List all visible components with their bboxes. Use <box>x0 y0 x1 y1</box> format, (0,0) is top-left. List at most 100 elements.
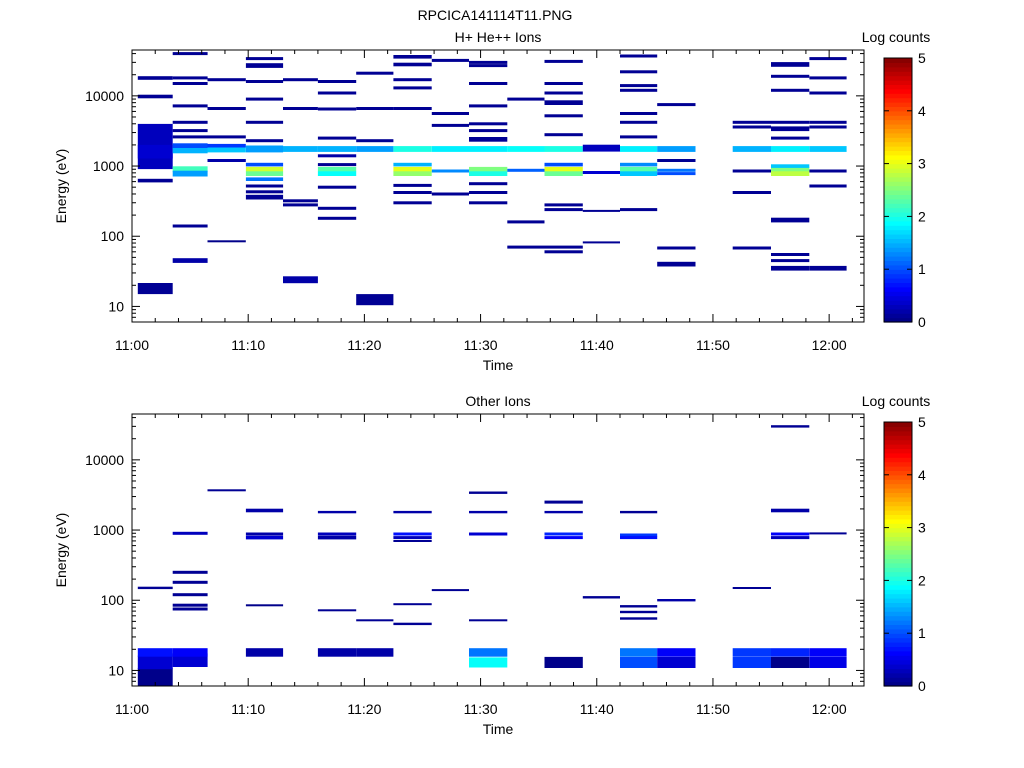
spectrogram-cell <box>469 191 508 194</box>
colorbar-segment <box>884 234 912 239</box>
colorbar-segment <box>884 256 912 261</box>
spectrogram-cell <box>317 154 357 158</box>
colorbar-segment <box>884 124 912 129</box>
spectrogram-cell <box>544 250 583 254</box>
spectrogram-cell <box>356 619 394 622</box>
colorbar-segment <box>884 672 912 678</box>
colorbar-segment <box>884 66 912 72</box>
colorbar-tick-label: 5 <box>918 50 926 66</box>
x-axis-title: Time <box>483 721 514 737</box>
plot-frame <box>131 49 865 323</box>
spectrogram-cell <box>172 120 208 124</box>
colorbar-tick-label: 3 <box>918 520 926 536</box>
spectrogram-cell <box>283 276 318 284</box>
spectrogram-cell <box>507 220 545 224</box>
spectrogram-cell <box>431 169 469 173</box>
colorbar-segment <box>884 677 912 683</box>
y-tick-label: 10000 <box>85 452 124 468</box>
colorbar-segment <box>884 146 912 151</box>
spectrogram-cell <box>809 532 847 535</box>
spectrogram-cell <box>172 580 208 584</box>
spectrogram-cell <box>431 58 469 62</box>
spectrogram-cell <box>620 88 658 92</box>
colorbar-segment <box>884 207 912 213</box>
colorbar-segment <box>884 598 912 603</box>
spectrogram-cell <box>620 536 658 540</box>
x-tick-label: 11:30 <box>464 701 498 717</box>
spectrogram-cell <box>544 114 583 118</box>
colorbar-segment <box>884 448 912 454</box>
colorbar-segment <box>884 212 912 217</box>
y-axis-title: Energy (eV) <box>53 149 69 224</box>
spectrogram-cell <box>393 622 432 626</box>
colorbar-segment <box>884 642 912 647</box>
spectrogram-cell <box>507 245 545 249</box>
spectrogram-cell <box>245 57 284 61</box>
colorbar-segment <box>884 681 912 687</box>
spectrogram-cell <box>620 146 658 152</box>
colorbar-tick-label: 1 <box>918 261 926 277</box>
spectrogram-cell <box>469 104 508 108</box>
y-tick-label: 10 <box>108 298 124 314</box>
colorbar-segment <box>884 620 912 625</box>
spectrogram-cell <box>172 531 208 535</box>
y-axis-title: Energy (eV) <box>53 513 69 588</box>
y-tick-label: 10000 <box>85 88 124 104</box>
spectrogram-cell <box>172 593 208 597</box>
spectrogram-cell <box>771 88 810 92</box>
colorbar-segment <box>884 545 912 551</box>
spectrogram-cell <box>657 599 696 602</box>
x-tick-label: 11:00 <box>115 701 149 717</box>
colorbar-segment <box>884 58 912 63</box>
spectrogram-cell <box>317 166 357 172</box>
spectrogram-cell <box>245 535 284 540</box>
colorbar-segment <box>884 510 912 515</box>
spectrogram-cell <box>393 78 432 82</box>
colorbar-tick-label: 4 <box>918 103 926 119</box>
spectrogram-cell <box>393 191 432 194</box>
spectrogram-cell <box>544 208 583 212</box>
colorbar-segment <box>884 602 912 608</box>
spectrogram-cell <box>172 82 208 85</box>
colorbar-segment <box>884 624 912 630</box>
colorbar-title: Log counts <box>862 393 931 409</box>
spectrogram-cell <box>657 648 696 657</box>
colorbar-segment <box>884 532 912 537</box>
spectrogram-cell <box>809 91 847 95</box>
colorbar-segment <box>884 282 912 288</box>
colorbar-segment <box>884 203 912 209</box>
spectrogram-cell <box>657 261 696 267</box>
spectrogram-cell <box>317 107 357 111</box>
y-tick-label: 100 <box>101 592 125 608</box>
colorbar-segment <box>884 229 912 235</box>
colorbar-segment <box>884 115 912 121</box>
spectrogram-cell <box>172 52 208 56</box>
spectrogram-cell <box>317 171 357 176</box>
spectrogram-cell <box>245 97 284 101</box>
spectrogram-cell <box>582 241 620 244</box>
colorbar-tick-label: 2 <box>918 572 926 588</box>
spectrogram-cell <box>172 170 208 177</box>
spectrogram-cell <box>207 143 246 148</box>
spectrogram-cell <box>732 587 771 589</box>
spectrogram-cell <box>356 146 394 152</box>
spectrogram-cell <box>245 145 284 153</box>
colorbar-segment <box>884 518 912 524</box>
panel-title: Other Ions <box>465 393 530 409</box>
spectrogram-cell <box>732 125 771 129</box>
spectrogram-cell <box>317 206 357 210</box>
colorbar-segment <box>884 479 912 485</box>
spectrogram-cell <box>317 648 357 657</box>
colorbar-segment <box>884 251 912 257</box>
colorbar-segment <box>884 71 912 77</box>
colorbar-segment <box>884 633 912 639</box>
spectrogram-cell <box>207 145 246 153</box>
spectrogram-cell <box>245 162 284 167</box>
spectrogram-cell <box>620 120 658 124</box>
y-tick-label: 1000 <box>93 522 124 538</box>
spectrogram-cell <box>283 203 318 207</box>
colorbar-segment <box>884 128 912 134</box>
colorbar-segment <box>884 457 912 463</box>
spectrogram-cell <box>771 217 810 223</box>
x-tick-label: 11:10 <box>231 701 265 717</box>
